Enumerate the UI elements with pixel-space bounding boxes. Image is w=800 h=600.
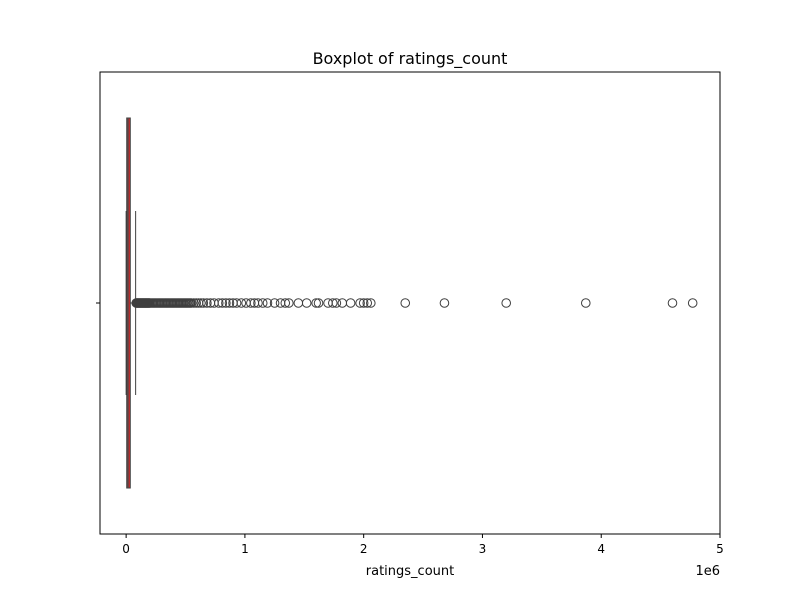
x-tick-label: 1 xyxy=(241,542,249,556)
outlier-point xyxy=(280,298,291,308)
outlier-point xyxy=(246,298,256,308)
outlier-point xyxy=(213,298,224,308)
outlier-point xyxy=(687,298,698,308)
x-tick-label: 5 xyxy=(716,542,724,556)
outlier-point xyxy=(257,298,268,308)
outlier-point xyxy=(284,298,294,308)
outlier-point xyxy=(580,298,591,308)
x-tick-label: 4 xyxy=(597,542,605,556)
outlier-point xyxy=(189,298,199,308)
x-tick-label: 2 xyxy=(360,542,368,556)
outlier-point xyxy=(198,298,209,308)
outlier-point xyxy=(355,298,365,308)
outlier-point xyxy=(221,298,231,308)
outlier-point xyxy=(327,298,338,308)
outlier-point xyxy=(191,298,202,308)
x-tick-label: 0 xyxy=(122,542,130,556)
outlier-point xyxy=(269,298,280,308)
outlier-point xyxy=(400,298,411,308)
outlier-point xyxy=(667,298,678,308)
outlier-point xyxy=(331,298,342,308)
outlier-point xyxy=(301,298,312,308)
outlier-point xyxy=(202,298,212,308)
outlier-point xyxy=(311,298,321,308)
outlier-point xyxy=(231,298,242,308)
x-tick-label: 3 xyxy=(479,542,487,556)
outlier-point xyxy=(236,298,247,308)
outlier-point xyxy=(337,298,348,308)
outlier-point xyxy=(224,298,235,308)
outlier-point xyxy=(439,298,450,308)
outlier-point xyxy=(345,298,356,308)
outlier-point xyxy=(366,298,376,308)
outlier-point xyxy=(186,298,197,308)
x-axis-ticks: 0 1 2 3 4 5 xyxy=(122,534,724,556)
outlier-point xyxy=(358,298,369,308)
outlier-point xyxy=(501,298,512,308)
chart-title: Boxplot of ratings_count xyxy=(313,49,508,69)
plot-area xyxy=(125,117,698,489)
outlier-point xyxy=(313,298,324,308)
outlier-point xyxy=(293,298,304,308)
outlier-point xyxy=(253,298,263,308)
outlier-point xyxy=(362,298,373,308)
outlier-point xyxy=(217,298,228,308)
outlier-point xyxy=(262,298,273,308)
x-axis-label: ratings_count xyxy=(366,564,454,579)
x-axis-scale-label: 1e6 xyxy=(695,564,720,579)
outlier-point xyxy=(196,298,206,308)
